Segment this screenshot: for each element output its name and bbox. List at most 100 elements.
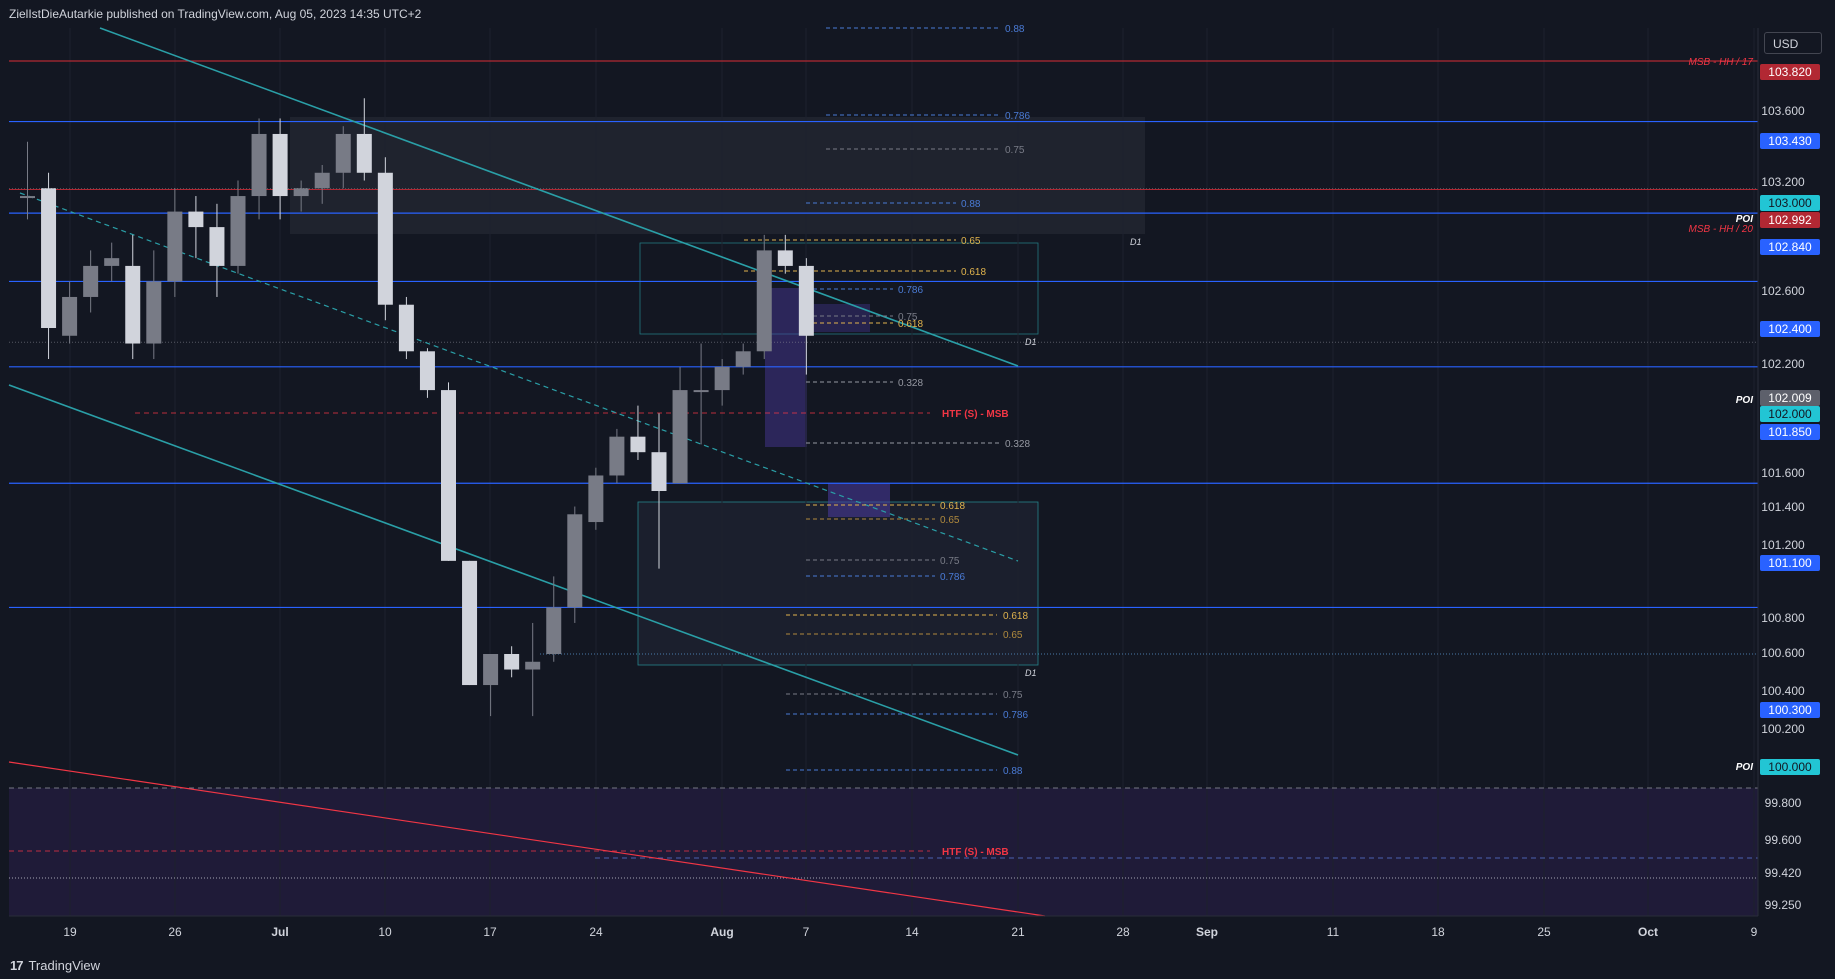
poi-label-1: POI xyxy=(1736,214,1753,225)
x-tick-2: Jul xyxy=(271,925,288,939)
candle-body xyxy=(377,172,393,305)
x-tick-9: 21 xyxy=(1011,925,1025,939)
candle-body xyxy=(735,351,751,367)
fib-label-13: 0.75 xyxy=(940,556,960,567)
fib-label-6: 0.786 xyxy=(898,285,923,296)
d1-box-upper xyxy=(639,242,1039,335)
candle-body xyxy=(209,227,225,266)
candle-body xyxy=(335,133,351,173)
x-tick-14: 25 xyxy=(1537,925,1551,939)
candle-body xyxy=(462,560,478,686)
tradingview-logo-icon: 17 xyxy=(10,958,24,973)
fib-label-9: 0.328 xyxy=(898,378,923,389)
candle-body xyxy=(188,211,204,228)
candle-body xyxy=(83,265,99,297)
fib-label-16: 0.65 xyxy=(1003,630,1023,641)
fib-label-0: 0.88 xyxy=(1005,24,1025,35)
x-tick-3: 10 xyxy=(378,925,392,939)
poi-label-2: POI xyxy=(1736,395,1753,406)
d1-label-3: D1 xyxy=(1025,668,1037,678)
price-tag-10 xyxy=(1760,702,1820,718)
purple-box-3 xyxy=(805,304,870,332)
x-tick-10: 28 xyxy=(1116,925,1130,939)
fib-label-19: 0.88 xyxy=(1003,766,1023,777)
x-tick-6: Aug xyxy=(710,925,733,939)
y-tick-6: 101.200 xyxy=(1761,538,1805,552)
candle-body xyxy=(272,133,288,197)
candle-body xyxy=(167,211,183,282)
fib-label-12: 0.65 xyxy=(940,515,960,526)
price-tag-1 xyxy=(1760,133,1820,149)
x-tick-0: 19 xyxy=(63,925,77,939)
candle-body xyxy=(356,133,372,173)
y-tick-14: 99.250 xyxy=(1765,898,1802,912)
x-tick-8: 14 xyxy=(905,925,919,939)
candle-body xyxy=(125,265,141,344)
footer-bar: 17 TradingView xyxy=(0,951,1835,979)
x-tick-5: 24 xyxy=(589,925,603,939)
fib-label-4: 0.65 xyxy=(961,236,981,247)
candle-body xyxy=(504,654,520,670)
y-tick-9: 100.400 xyxy=(1761,684,1805,698)
price-tag-9 xyxy=(1760,555,1820,571)
candle-body xyxy=(146,281,162,344)
x-tick-15: Oct xyxy=(1638,925,1658,939)
candle-body xyxy=(609,436,625,476)
candle-body xyxy=(693,390,709,393)
candle-body xyxy=(441,390,456,561)
candlestick-chart[interactable]: 0.880.7860.750.880.650.6180.7860.750.618… xyxy=(0,0,1835,951)
price-tag-text-1: 103.430 xyxy=(1768,134,1812,148)
d1-label-1: D1 xyxy=(1130,237,1142,247)
price-tag-7 xyxy=(1760,406,1820,422)
footer-brand: TradingView xyxy=(28,958,101,973)
price-tag-text-7: 102.000 xyxy=(1768,407,1812,421)
price-tag-text-8: 101.850 xyxy=(1768,425,1812,439)
fib-label-10: 0.328 xyxy=(1005,439,1030,450)
price-tag-text-0: 103.820 xyxy=(1768,65,1812,79)
y-tick-0: 103.600 xyxy=(1761,104,1805,118)
candle-body xyxy=(251,133,267,197)
candle-body xyxy=(777,250,793,266)
candle-body xyxy=(798,265,814,336)
tradingview-logo[interactable]: 17 TradingView xyxy=(10,958,100,973)
candle-body xyxy=(398,304,414,352)
candle-body xyxy=(651,452,667,492)
y-tick-5: 101.400 xyxy=(1761,500,1805,514)
y-tick-11: 99.800 xyxy=(1765,796,1802,810)
candle-body xyxy=(672,390,688,484)
x-tick-12: 11 xyxy=(1327,925,1340,939)
y-tick-13: 99.420 xyxy=(1765,866,1802,880)
price-tag-text-5: 102.400 xyxy=(1768,322,1812,336)
candle-body xyxy=(104,258,120,266)
candle-body xyxy=(588,475,604,523)
price-tag-text-4: 102.840 xyxy=(1768,240,1812,254)
x-tick-4: 17 xyxy=(483,925,497,939)
fib-label-5: 0.618 xyxy=(961,267,986,278)
x-tick-11: Sep xyxy=(1196,925,1218,939)
d1-box-lower xyxy=(637,501,1039,666)
fib-label-15: 0.618 xyxy=(1003,611,1028,622)
candle-body xyxy=(483,654,499,686)
price-tag-text-11: 100.000 xyxy=(1768,760,1812,774)
msb-hh-20-label: MSB - HH / 20 xyxy=(1689,224,1754,235)
channel-upper xyxy=(99,27,1019,367)
candle-body xyxy=(419,351,435,391)
poi-label-3: POI xyxy=(1736,762,1753,773)
publish-header: ZielIstDieAutarkie published on TradingV… xyxy=(0,0,1835,28)
price-tag-4 xyxy=(1760,239,1820,255)
price-tag-text-2: 103.000 xyxy=(1768,196,1812,210)
y-tick-12: 99.600 xyxy=(1765,833,1802,847)
y-tick-1: 103.200 xyxy=(1761,175,1805,189)
fib-label-11: 0.618 xyxy=(940,501,965,512)
price-tag-11 xyxy=(1760,759,1820,775)
fib-label-7: 0.75 xyxy=(898,312,918,323)
price-tag-5 xyxy=(1760,321,1820,337)
price-tag-text-3: 102.992 xyxy=(1768,213,1812,227)
y-tick-8: 100.600 xyxy=(1761,646,1805,660)
trend-red xyxy=(8,761,1046,917)
x-tick-13: 18 xyxy=(1431,925,1445,939)
currency-button[interactable]: USD xyxy=(1764,32,1822,54)
price-tag-2 xyxy=(1760,195,1820,211)
channel-mid xyxy=(19,192,1019,562)
fib-label-3: 0.88 xyxy=(961,199,981,210)
